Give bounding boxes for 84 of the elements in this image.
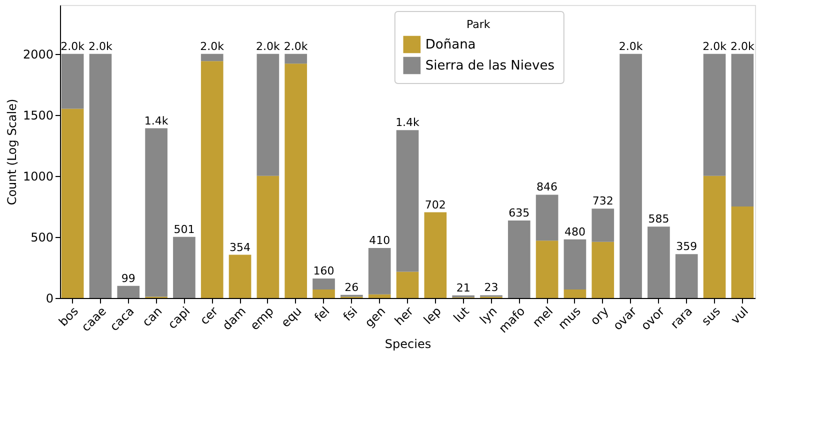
bar [145, 128, 168, 297]
x-tick-label: equ [278, 304, 304, 330]
x-tick-label: lyn [477, 304, 500, 327]
bar [368, 294, 391, 298]
total-label: 635 [508, 206, 530, 220]
bar [536, 240, 558, 298]
total-label: 2.0k [730, 40, 755, 53]
bar [396, 272, 419, 298]
total-label: 846 [536, 180, 558, 194]
total-label: 732 [592, 194, 614, 208]
bar [564, 239, 586, 290]
total-label: 1.4k [396, 116, 420, 130]
y-tick-label: 500 [30, 230, 54, 244]
bar [592, 208, 614, 242]
x-tick-label: fel [312, 304, 332, 325]
x-tick-label: bos [56, 304, 82, 329]
total-label: 23 [484, 281, 498, 294]
y-tick-label: 1000 [22, 169, 54, 184]
total-label: 480 [564, 225, 586, 238]
x-tick-label: can [140, 304, 165, 330]
bar [312, 278, 335, 290]
bar [703, 54, 726, 176]
bar [173, 236, 196, 298]
y-axis-title: Count (Log Scale) [4, 98, 19, 206]
total-label: 160 [313, 264, 334, 278]
total-label: 2.0k [702, 40, 728, 53]
bar [61, 108, 84, 298]
bar [256, 176, 280, 298]
bar [284, 64, 308, 298]
total-label: 2.0k [88, 40, 114, 53]
bar [620, 54, 642, 298]
x-tick-label: ory [588, 304, 612, 328]
bar [228, 254, 252, 298]
total-label: 702 [424, 198, 446, 212]
bar [731, 54, 754, 206]
x-tick-label: her [392, 304, 416, 328]
bar [200, 61, 224, 298]
y-tick-label: 2000 [22, 47, 54, 62]
x-tick-label: sus [698, 304, 724, 328]
total-label: 585 [648, 212, 670, 226]
bar [89, 54, 112, 298]
total-label: 99 [121, 272, 136, 285]
total-label: 2.0k [200, 40, 225, 53]
bar [368, 248, 391, 294]
bar [284, 54, 308, 64]
total-label: 501 [174, 222, 195, 236]
bar [312, 289, 335, 298]
total-label: 2.0k [284, 40, 308, 53]
x-tick-label: lut [450, 304, 472, 326]
bar [117, 286, 140, 298]
bar [536, 194, 558, 241]
legend-title: Park [466, 18, 491, 31]
total-label: 359 [676, 240, 698, 254]
bar [648, 226, 670, 298]
bar [508, 220, 530, 298]
bar [564, 289, 586, 298]
total-label: 2.0k [256, 40, 280, 53]
bar [703, 176, 726, 298]
legend-label: Doñana [425, 38, 476, 52]
total-label: 21 [456, 281, 470, 294]
x-tick-label: vul [728, 304, 751, 327]
x-tick-label: gen [362, 304, 388, 330]
legend-label: Sierra de las Nieves [425, 58, 555, 74]
bar [200, 54, 224, 62]
x-tick-label: cer [197, 304, 221, 328]
total-label: 1.4k [144, 114, 169, 128]
bar [592, 242, 614, 298]
bar [61, 54, 84, 109]
y-tick-label: 1500 [22, 108, 54, 122]
bar [424, 212, 447, 298]
bar [256, 54, 280, 176]
bar [675, 254, 698, 298]
total-label: 410 [369, 234, 390, 247]
x-tick-label: rara [668, 304, 696, 332]
total-label: 354 [230, 240, 251, 254]
total-label: 2.0k [618, 40, 644, 53]
x-axis-title: Species [384, 336, 432, 351]
bar [731, 206, 754, 298]
x-tick-label: fsi [340, 304, 360, 324]
y-tick-label: 0 [46, 292, 54, 306]
x-tick-label: lep [421, 304, 444, 327]
total-label: 2.0k [60, 40, 86, 53]
bar [396, 130, 419, 272]
total-label: 26 [344, 280, 359, 294]
